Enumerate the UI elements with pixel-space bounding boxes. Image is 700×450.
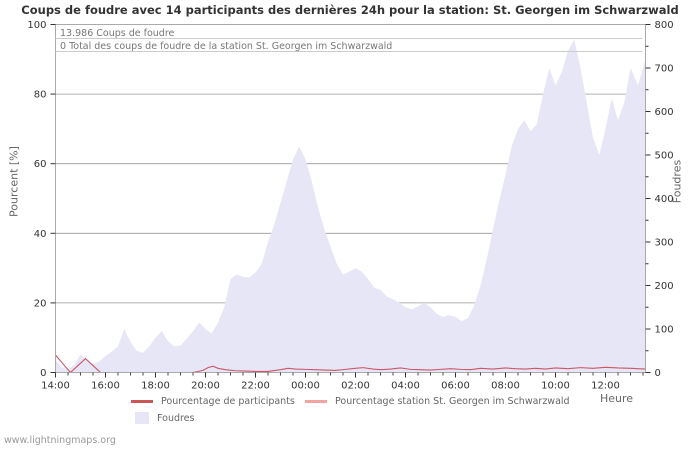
y-axis-left-tick-label: 40 bbox=[34, 229, 47, 240]
source-watermark: www.lightningmaps.org bbox=[4, 435, 116, 446]
y-axis-left-tick-label: 60 bbox=[34, 159, 47, 170]
y-axis-right-tick-label: 700 bbox=[655, 64, 674, 75]
y-axis-left-tick-label: 100 bbox=[27, 20, 46, 31]
x-axis-tick-label: 12:00 bbox=[591, 381, 620, 392]
y-axis-right-tick-label: 600 bbox=[655, 107, 674, 118]
x-axis-tick-label: 14:00 bbox=[41, 381, 70, 392]
y-axis-right-tick-label: 800 bbox=[655, 20, 674, 31]
x-axis-tick-label: 00:00 bbox=[291, 381, 320, 392]
y-axis-right-tick-label: 400 bbox=[655, 194, 674, 205]
legend-item-participants[interactable]: Pourcentage de participants bbox=[131, 396, 295, 407]
y-axis-right-tick-label: 500 bbox=[655, 151, 674, 162]
legend-label-foudres: Foudres bbox=[157, 412, 195, 424]
legend-label-participants: Pourcentage de participants bbox=[161, 396, 295, 407]
x-axis-tick-label: 20:00 bbox=[191, 381, 220, 392]
y-axis-right-tick-label: 200 bbox=[655, 281, 674, 292]
x-axis-tick-label: 18:00 bbox=[141, 381, 170, 392]
legend-swatch-line-station bbox=[305, 400, 327, 403]
annotation-total-strokes: 13.986 Coups de foudre bbox=[60, 28, 175, 39]
y-axis-right-tick-label: 300 bbox=[655, 238, 674, 249]
y-axis-right-tick-label: 100 bbox=[655, 325, 674, 336]
legend-item-foudres[interactable]: Foudres bbox=[131, 412, 194, 424]
legend-swatch-line-participants bbox=[131, 400, 153, 403]
series-area-foudres bbox=[55, 39, 646, 373]
legend-item-station[interactable]: Pourcentage station St. Georgen im Schwa… bbox=[305, 396, 570, 407]
chart-title: Coups de foudre avec 14 participants des… bbox=[21, 3, 679, 17]
y-axis-right-tick-label: 0 bbox=[655, 368, 661, 379]
legend-swatch-area-foudres bbox=[135, 412, 149, 424]
x-axis-tick-label: 04:00 bbox=[391, 381, 420, 392]
y-axis-left-tick-label: 0 bbox=[40, 368, 46, 379]
x-axis-tick-label: 16:00 bbox=[91, 381, 120, 392]
x-axis-tick-label: 08:00 bbox=[491, 381, 520, 392]
y-axis-left-tick-label: 80 bbox=[34, 90, 47, 101]
x-axis-tick-label: 06:00 bbox=[441, 381, 470, 392]
x-axis-tick-label: 02:00 bbox=[341, 381, 370, 392]
annotation-station-strokes: 0 Total des coups de foudre de la statio… bbox=[60, 41, 393, 52]
x-axis-tick-label: 22:00 bbox=[241, 381, 270, 392]
x-axis-title: Heure bbox=[600, 392, 634, 405]
y-axis-left-tick-label: 20 bbox=[34, 298, 47, 309]
x-axis-tick-label: 10:00 bbox=[541, 381, 570, 392]
legend-label-station: Pourcentage station St. Georgen im Schwa… bbox=[335, 396, 570, 407]
